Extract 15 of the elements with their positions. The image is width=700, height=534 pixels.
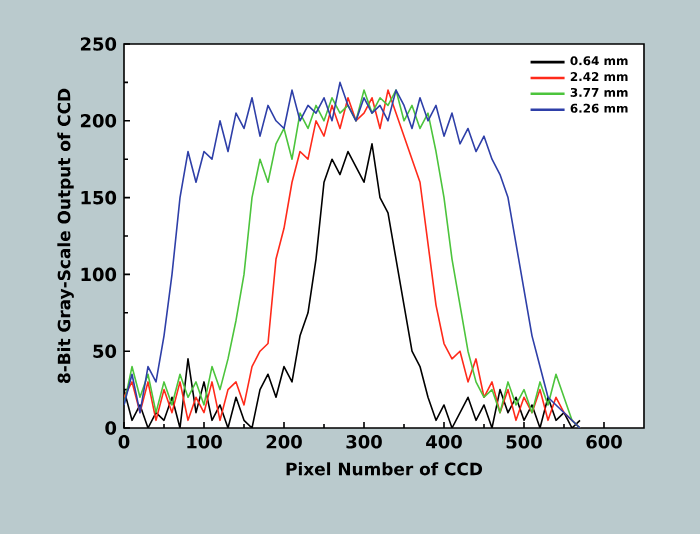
x-tick-label: 600 bbox=[586, 435, 622, 449]
x-axis-title: Pixel Number of CCD bbox=[286, 462, 483, 476]
y-tick-label: 250 bbox=[80, 37, 117, 51]
x-tick-label: 500 bbox=[506, 435, 542, 449]
y-tick-label: 200 bbox=[80, 114, 117, 128]
x-tick-label: 300 bbox=[346, 435, 382, 449]
y-tick-label: 0 bbox=[105, 421, 117, 435]
x-tick-label: 400 bbox=[426, 435, 462, 449]
y-tick-label: 50 bbox=[93, 344, 117, 358]
x-tick-label: 0 bbox=[118, 435, 130, 449]
y-axis-title: 8-Bit Gray-Scale Output of CCD bbox=[57, 88, 74, 384]
y-tick-label: 100 bbox=[81, 267, 117, 282]
y-tick-label: 150 bbox=[81, 190, 117, 205]
x-tick-label: 200 bbox=[266, 435, 302, 449]
x-tick-label: 100 bbox=[187, 435, 222, 449]
